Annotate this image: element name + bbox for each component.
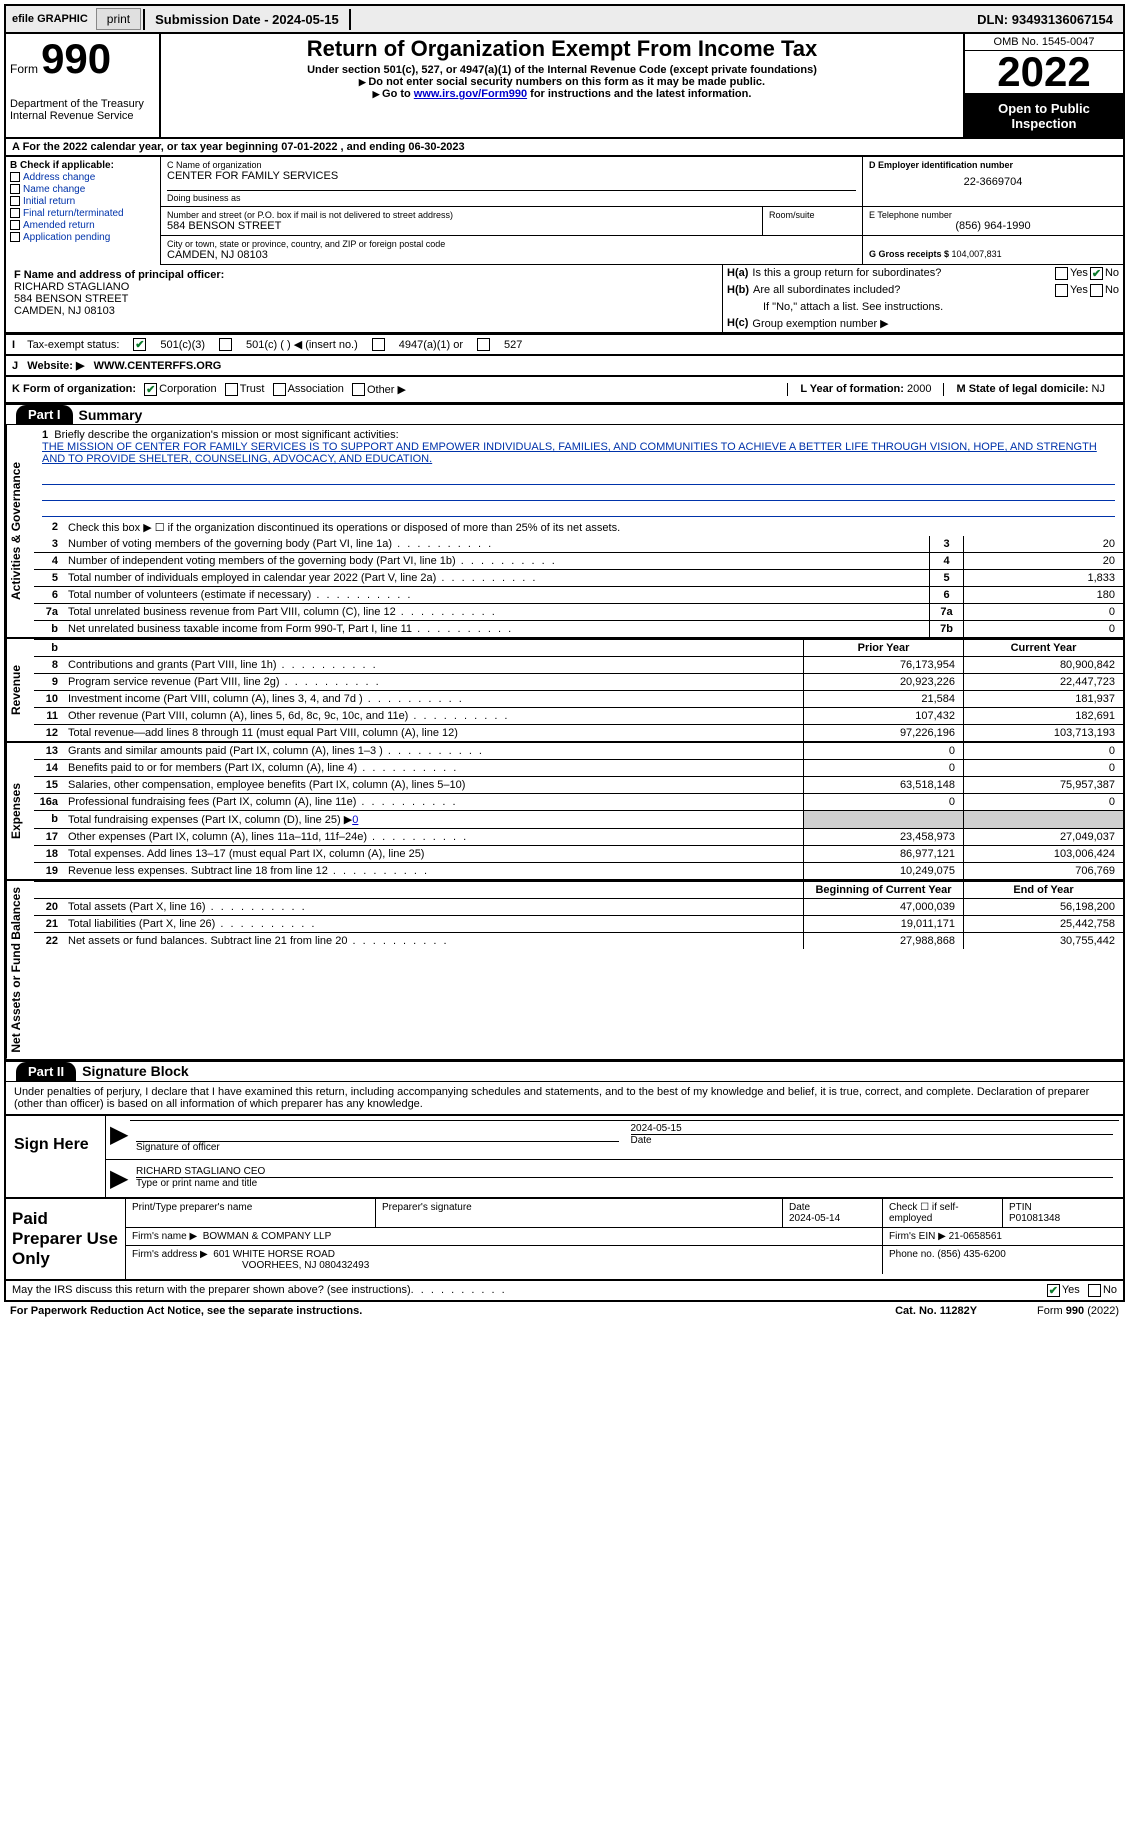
form-number: 990 bbox=[41, 35, 111, 82]
chk-final[interactable]: Final return/terminated bbox=[10, 208, 156, 219]
officer-name-title: RICHARD STAGLIANO CEO bbox=[136, 1166, 1113, 1177]
ein: 22-3669704 bbox=[869, 170, 1117, 188]
section-expenses: Expenses 13Grants and similar amounts pa… bbox=[4, 743, 1125, 881]
dln: DLN: 93493136067154 bbox=[967, 9, 1123, 30]
discuss-no[interactable] bbox=[1088, 1284, 1101, 1297]
row-i: I Tax-exempt status: ✔501(c)(3) 501(c) (… bbox=[4, 334, 1125, 356]
chk-501c3[interactable]: ✔ bbox=[133, 338, 146, 351]
row-a: A For the 2022 calendar year, or tax yea… bbox=[4, 139, 1125, 157]
ha-yes[interactable] bbox=[1055, 267, 1068, 280]
row-fh: F Name and address of principal officer:… bbox=[4, 265, 1125, 334]
col-cde: C Name of organization CENTER FOR FAMILY… bbox=[161, 157, 1123, 265]
chk-pending[interactable]: Application pending bbox=[10, 232, 156, 243]
section-activities: Activities & Governance 1 Briefly descri… bbox=[4, 425, 1125, 639]
officer-name: RICHARD STAGLIANO bbox=[14, 281, 714, 293]
info-grid: B Check if applicable: Address change Na… bbox=[4, 157, 1125, 265]
gross-receipts: 104,007,831 bbox=[952, 249, 1002, 259]
chk-trust[interactable] bbox=[225, 383, 238, 396]
chk-4947[interactable] bbox=[372, 338, 385, 351]
ptin: P01081348 bbox=[1009, 1213, 1060, 1224]
chk-amended[interactable]: Amended return bbox=[10, 220, 156, 231]
irs-link[interactable]: www.irs.gov/Form990 bbox=[414, 88, 527, 100]
footer-discuss: May the IRS discuss this return with the… bbox=[4, 1281, 1125, 1302]
ha-no[interactable]: ✔ bbox=[1090, 267, 1103, 280]
city: CAMDEN, NJ 08103 bbox=[167, 249, 856, 261]
chk-address[interactable]: Address change bbox=[10, 172, 156, 183]
arrow-icon: ▶ bbox=[110, 1120, 130, 1155]
chk-527[interactable] bbox=[477, 338, 490, 351]
open-public: Open to Public Inspection bbox=[965, 95, 1123, 137]
header-title: Return of Organization Exempt From Incom… bbox=[161, 34, 963, 137]
form-header: Form 990 Department of the Treasury Inte… bbox=[4, 34, 1125, 139]
chk-initial[interactable]: Initial return bbox=[10, 196, 156, 207]
org-name: CENTER FOR FAMILY SERVICES bbox=[167, 170, 856, 182]
chk-name[interactable]: Name change bbox=[10, 184, 156, 195]
header-right: OMB No. 1545-0047 2022 Open to Public In… bbox=[963, 34, 1123, 137]
street: 584 BENSON STREET bbox=[167, 220, 756, 232]
part1-header: Part I Summary bbox=[4, 404, 1125, 425]
hb-no[interactable] bbox=[1090, 284, 1103, 297]
website: WWW.CENTERFFS.ORG bbox=[94, 360, 222, 372]
row-k: K Form of organization: ✔Corporation Tru… bbox=[4, 377, 1125, 404]
row-j: J Website: ▶ WWW.CENTERFFS.ORG bbox=[4, 356, 1125, 377]
chk-corp[interactable]: ✔ bbox=[144, 383, 157, 396]
phone: (856) 964-1990 bbox=[869, 220, 1117, 232]
hb-yes[interactable] bbox=[1055, 284, 1068, 297]
sign-block: Sign Here ▶ Signature of officer 2024-05… bbox=[4, 1116, 1125, 1199]
chk-assoc[interactable] bbox=[273, 383, 286, 396]
mission-text: THE MISSION OF CENTER FOR FAMILY SERVICE… bbox=[42, 441, 1097, 465]
efile-label: efile GRAPHIC bbox=[6, 10, 94, 28]
tax-year: 2022 bbox=[965, 51, 1123, 95]
footer-last: For Paperwork Reduction Act Notice, see … bbox=[4, 1302, 1125, 1320]
print-button[interactable]: print bbox=[96, 8, 141, 30]
sig-declaration: Under penalties of perjury, I declare th… bbox=[4, 1082, 1125, 1116]
part2-header: Part II Signature Block bbox=[4, 1061, 1125, 1082]
col-b: B Check if applicable: Address change Na… bbox=[6, 157, 161, 265]
top-bar: efile GRAPHIC print Submission Date - 20… bbox=[4, 4, 1125, 34]
chk-501c[interactable] bbox=[219, 338, 232, 351]
arrow-icon: ▶ bbox=[110, 1164, 130, 1193]
header-left: Form 990 Department of the Treasury Inte… bbox=[6, 34, 161, 137]
firm-phone: (856) 435-6200 bbox=[937, 1249, 1005, 1260]
submission-date: Submission Date - 2024-05-15 bbox=[143, 9, 351, 30]
discuss-yes[interactable]: ✔ bbox=[1047, 1284, 1060, 1297]
fundraising-link[interactable]: 0 bbox=[352, 814, 358, 826]
section-revenue: Revenue b Prior Year Current Year 8Contr… bbox=[4, 639, 1125, 743]
preparer-block: Paid Preparer Use Only Print/Type prepar… bbox=[4, 1199, 1125, 1281]
val-3: 20 bbox=[963, 536, 1123, 552]
firm-ein: 21-0658561 bbox=[949, 1231, 1002, 1242]
dept-label: Department of the Treasury Internal Reve… bbox=[10, 98, 155, 122]
firm-name: BOWMAN & COMPANY LLP bbox=[203, 1231, 332, 1242]
section-netassets: Net Assets or Fund Balances Beginning of… bbox=[4, 881, 1125, 1061]
chk-other[interactable] bbox=[352, 383, 365, 396]
